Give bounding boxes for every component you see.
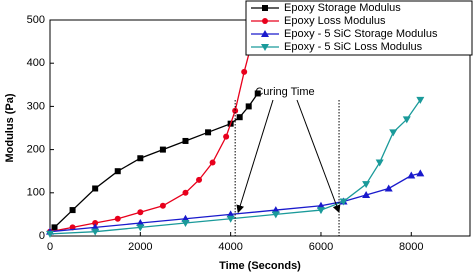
marker xyxy=(91,223,100,231)
annotation-arrow xyxy=(296,99,341,214)
marker xyxy=(205,129,212,136)
marker xyxy=(181,214,190,222)
y-tick-label: 200 xyxy=(27,144,45,156)
marker xyxy=(375,159,384,167)
marker xyxy=(92,185,99,192)
marker xyxy=(136,219,145,227)
marker xyxy=(339,198,348,206)
y-tick-label: 100 xyxy=(27,187,45,199)
x-tick-label: 8000 xyxy=(399,241,423,253)
legend-marker xyxy=(261,30,269,37)
y-tick-label: 500 xyxy=(27,14,45,26)
legend-marker xyxy=(261,44,269,51)
marker xyxy=(416,169,425,177)
x-tick-label: 0 xyxy=(47,241,53,253)
legend-label: Epoxy Storage Modulus xyxy=(284,2,401,14)
marker xyxy=(181,220,190,228)
marker xyxy=(182,137,189,144)
marker xyxy=(245,103,252,110)
marker xyxy=(236,114,243,121)
marker xyxy=(136,224,145,232)
marker xyxy=(407,171,416,179)
y-tick-label: 0 xyxy=(39,230,45,242)
marker xyxy=(232,107,239,114)
legend-label: Epoxy Loss Modulus xyxy=(284,15,386,27)
y-tick-label: 400 xyxy=(27,57,45,69)
marker xyxy=(196,176,203,183)
marker xyxy=(159,146,166,153)
marker xyxy=(223,133,230,140)
marker xyxy=(182,189,189,196)
marker xyxy=(114,215,121,222)
marker xyxy=(114,168,121,175)
marker xyxy=(92,220,99,227)
marker xyxy=(159,202,166,209)
legend-marker xyxy=(262,18,268,24)
legend-label: Epoxy - 5 SiC Storage Modulus xyxy=(284,28,438,40)
marker xyxy=(254,90,261,97)
marker xyxy=(316,201,325,209)
marker xyxy=(271,206,280,214)
marker xyxy=(226,210,235,218)
x-tick-label: 4000 xyxy=(218,241,242,253)
marker xyxy=(384,184,393,192)
marker xyxy=(389,129,398,137)
legend-marker xyxy=(262,5,268,11)
series-line xyxy=(49,172,421,233)
marker xyxy=(209,159,216,166)
marker xyxy=(137,209,144,216)
legend-box xyxy=(245,0,473,56)
x-tick-label: 2000 xyxy=(128,241,152,253)
marker xyxy=(91,228,100,236)
annotation-arrow xyxy=(236,99,274,214)
marker xyxy=(362,181,371,189)
marker xyxy=(271,211,280,219)
y-tick-label: 300 xyxy=(27,100,45,112)
marker xyxy=(316,207,325,215)
marker xyxy=(69,207,76,214)
x-axis-label: Time (Seconds) xyxy=(219,260,301,272)
y-axis-label: Modulus (Pa) xyxy=(4,93,16,162)
marker xyxy=(226,215,235,223)
marker xyxy=(51,224,58,231)
annotation-text: Curing Time xyxy=(255,86,314,98)
marker xyxy=(416,96,425,104)
marker xyxy=(137,155,144,162)
marker xyxy=(402,116,411,124)
marker xyxy=(46,230,54,238)
marker xyxy=(241,68,248,75)
legend-label: Epoxy - 5 SiC Loss Modulus xyxy=(284,41,423,53)
x-tick-label: 6000 xyxy=(309,241,333,253)
marker xyxy=(362,190,371,198)
